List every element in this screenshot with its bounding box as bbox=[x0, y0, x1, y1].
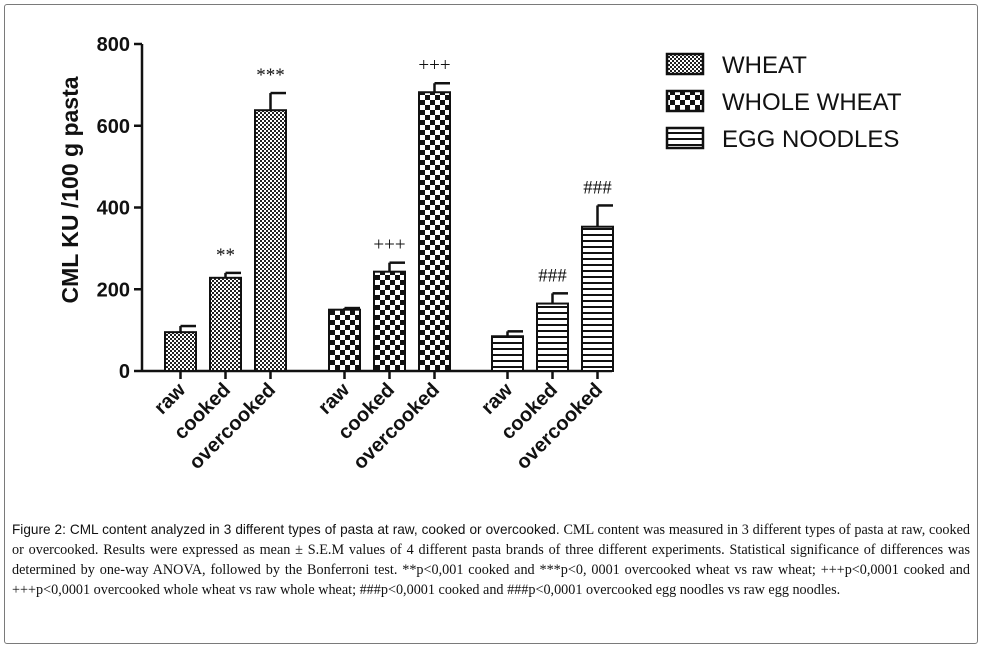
bar bbox=[254, 109, 287, 372]
significance-label: ### bbox=[538, 265, 567, 286]
significance-label: ** bbox=[216, 245, 235, 266]
bars: *****++++++###### bbox=[164, 55, 614, 379]
bar bbox=[581, 225, 614, 372]
bar bbox=[209, 276, 242, 372]
y-tick-label: 600 bbox=[97, 116, 130, 138]
legend-swatch bbox=[665, 89, 705, 113]
caption-body: CML content was measured in 3 different … bbox=[12, 522, 970, 598]
significance-label: ### bbox=[583, 177, 612, 198]
legend: WHEAT WHOLE WHEAT EGG NOODLES bbox=[665, 52, 902, 153]
bar bbox=[491, 335, 524, 373]
legend-label: EGG NOODLES bbox=[722, 126, 899, 153]
significance-label: +++ bbox=[373, 235, 405, 256]
y-tick-label: 800 bbox=[97, 34, 130, 56]
bar bbox=[164, 331, 197, 373]
legend-swatch bbox=[665, 126, 705, 150]
significance-label: +++ bbox=[418, 55, 450, 76]
bar bbox=[373, 270, 406, 372]
y-tick-label: 200 bbox=[97, 279, 130, 301]
bar bbox=[536, 302, 569, 372]
bar bbox=[418, 91, 451, 372]
legend-label: WHEAT bbox=[722, 52, 807, 79]
caption-title: Figure 2: CML content analyzed in 3 diff… bbox=[12, 522, 560, 537]
legend-swatch bbox=[665, 52, 705, 76]
bar bbox=[328, 308, 361, 372]
figure-frame bbox=[4, 4, 978, 644]
figure-caption: Figure 2: CML content analyzed in 3 diff… bbox=[12, 520, 970, 600]
y-axis-title: CML KU /100 g pasta bbox=[57, 76, 83, 303]
significance-label: *** bbox=[256, 65, 285, 86]
y-tick-label: 400 bbox=[97, 198, 130, 220]
y-tick-label: 0 bbox=[119, 361, 130, 383]
legend-label: WHOLE WHEAT bbox=[722, 89, 902, 116]
